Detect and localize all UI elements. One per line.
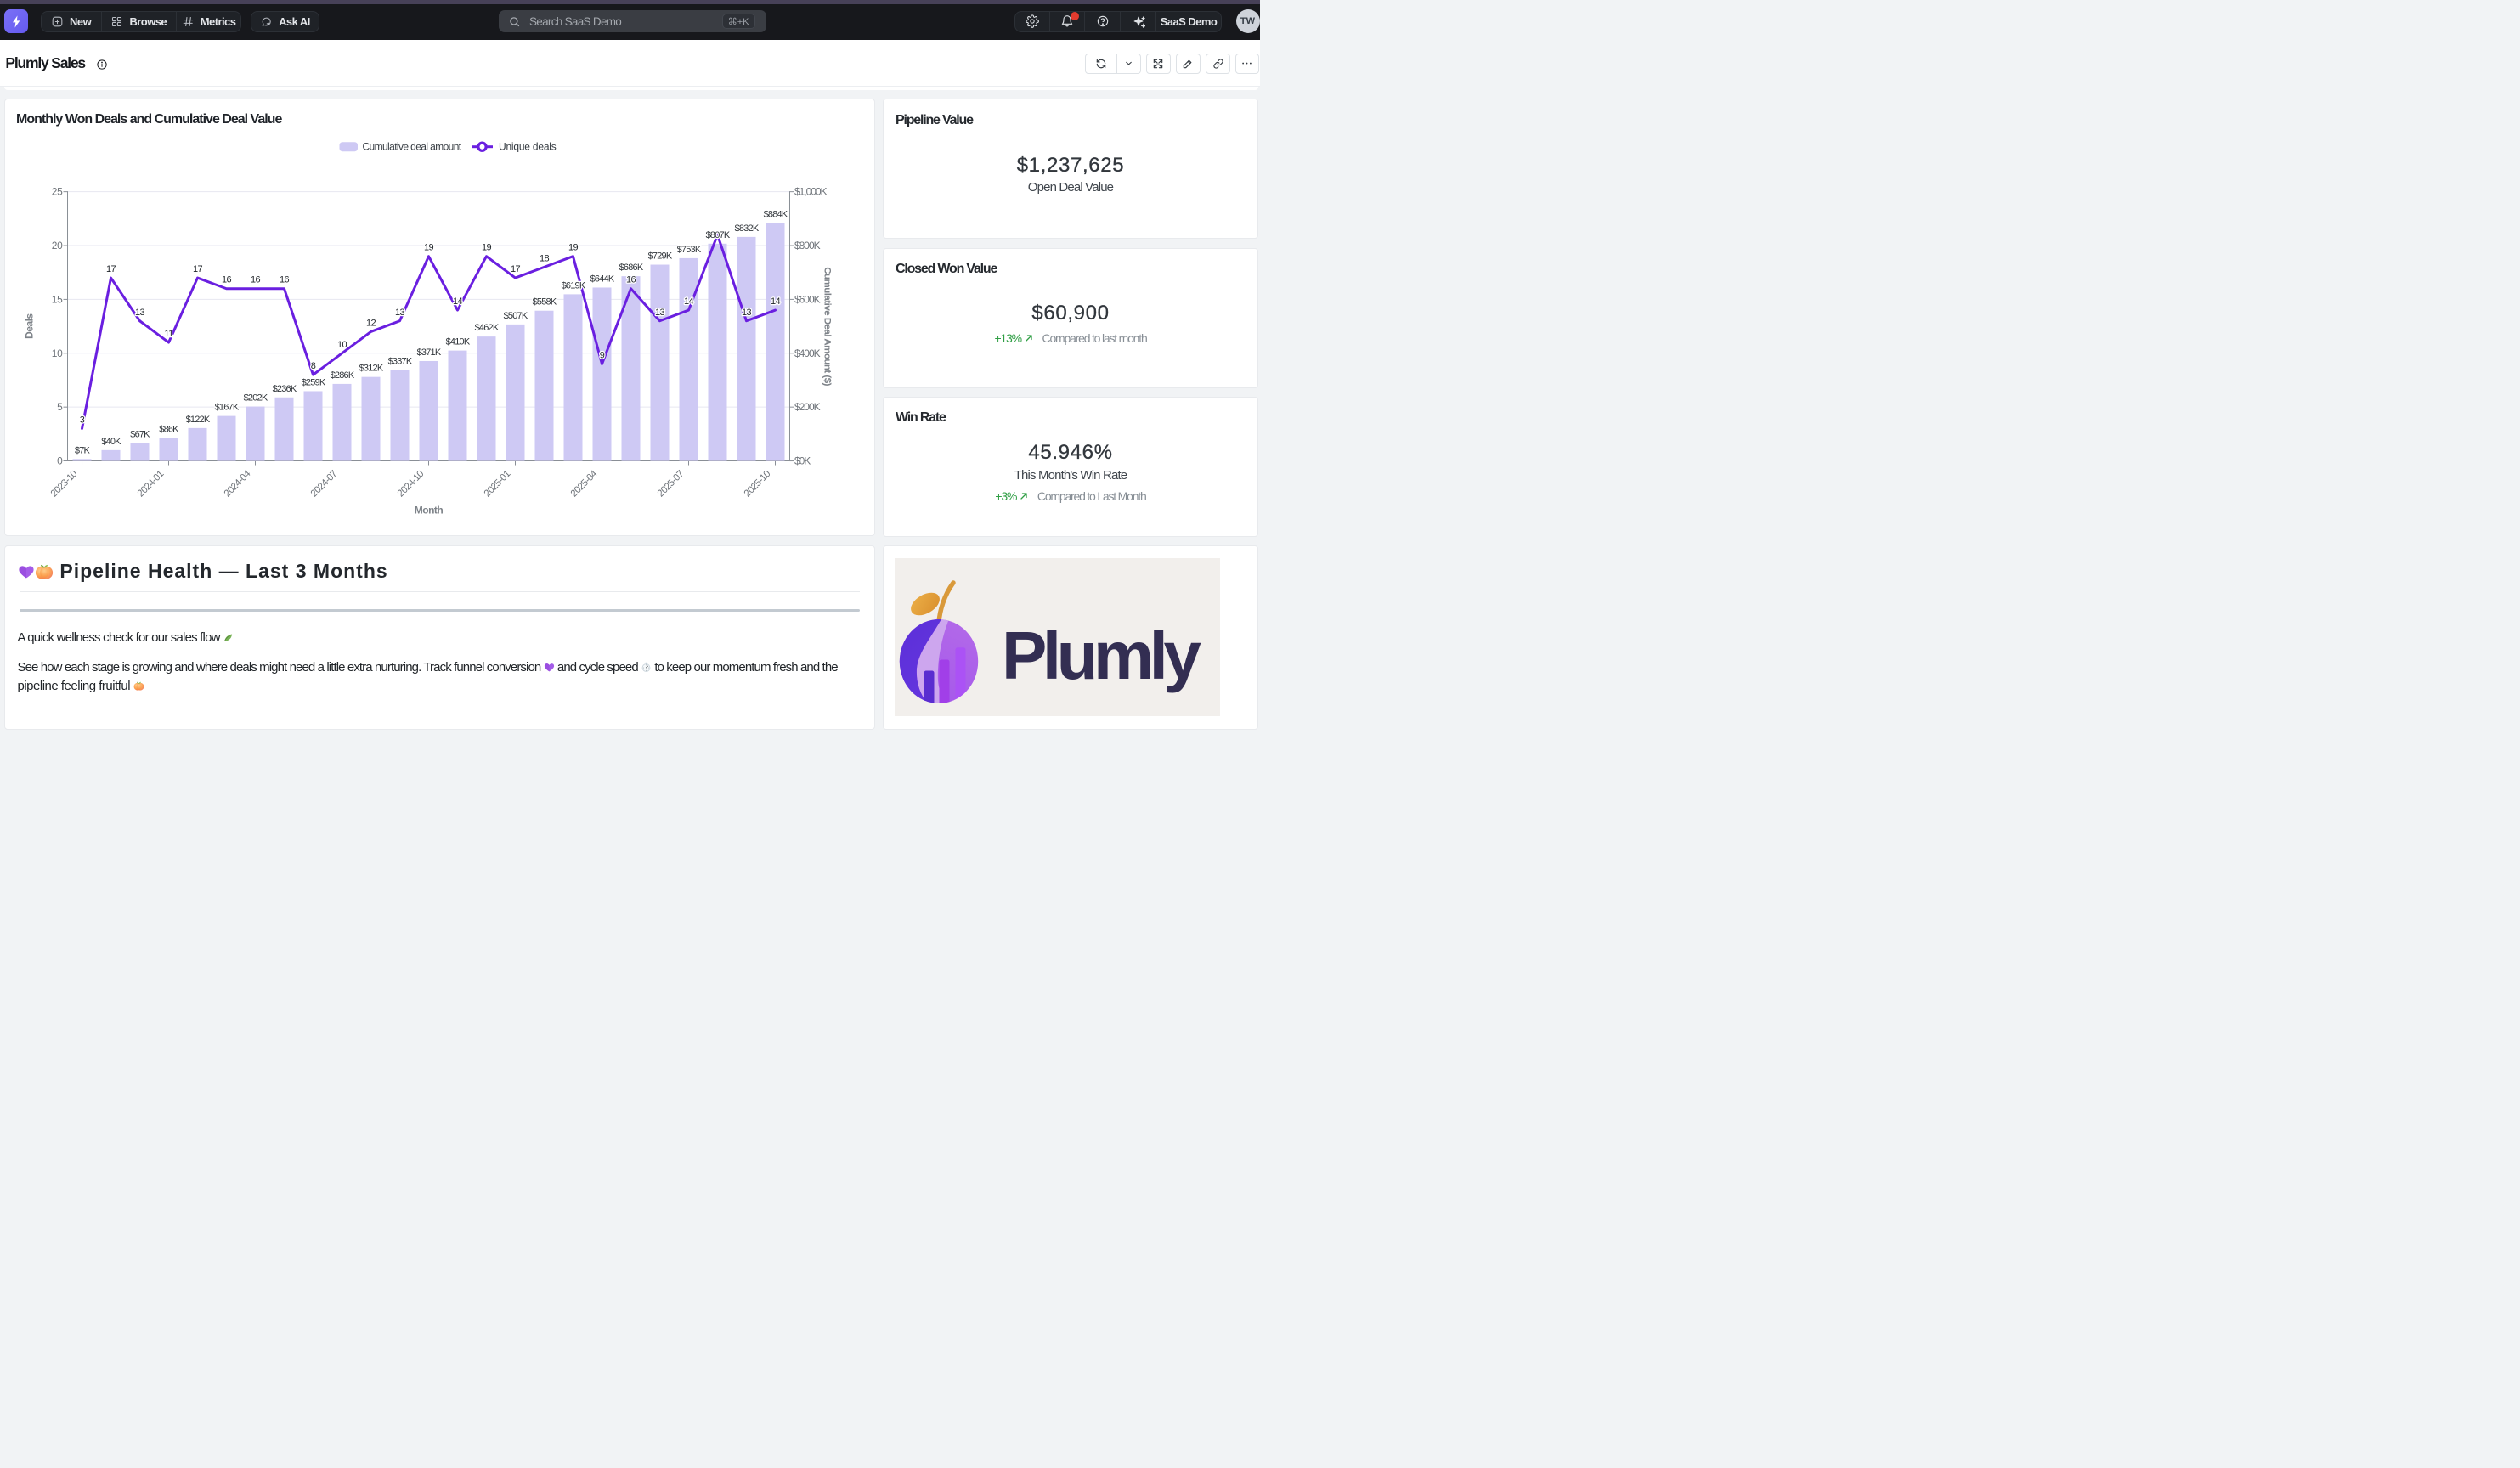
svg-text:$884K: $884K [763, 210, 788, 220]
svg-text:$729K: $729K [647, 251, 672, 262]
svg-text:18: 18 [539, 254, 549, 264]
svg-text:8: 8 [310, 361, 315, 371]
svg-text:19: 19 [481, 243, 491, 253]
svg-text:Unique deals: Unique deals [498, 141, 556, 153]
svg-text:$832K: $832K [734, 223, 759, 234]
svg-text:$1,000K: $1,000K [794, 186, 827, 198]
svg-text:Cumulative Deal Amount ($): Cumulative Deal Amount ($) [822, 268, 832, 387]
svg-text:2025-01: 2025-01 [482, 469, 511, 499]
svg-text:$619K: $619K [561, 281, 585, 291]
svg-text:2025-10: 2025-10 [742, 469, 771, 499]
svg-text:$337K: $337K [387, 357, 412, 367]
svg-text:Deals: Deals [23, 313, 35, 339]
svg-text:$686K: $686K [619, 263, 643, 274]
svg-text:16: 16 [250, 275, 260, 285]
svg-text:2024-01: 2024-01 [135, 469, 165, 499]
svg-text:$371K: $371K [416, 347, 441, 358]
svg-text:2024-10: 2024-10 [395, 469, 425, 499]
svg-text:15: 15 [51, 294, 62, 306]
svg-text:20: 20 [51, 240, 62, 251]
svg-text:19: 19 [568, 243, 578, 253]
svg-text:$753K: $753K [676, 245, 701, 255]
svg-text:19: 19 [423, 243, 433, 253]
svg-text:2025-04: 2025-04 [568, 469, 599, 500]
svg-text:16: 16 [221, 275, 231, 285]
svg-text:16: 16 [279, 275, 289, 285]
svg-text:$800K: $800K [794, 240, 820, 251]
svg-text:3: 3 [79, 415, 84, 426]
svg-text:14: 14 [770, 296, 780, 307]
svg-text:14: 14 [683, 296, 693, 307]
svg-text:Month: Month [414, 505, 443, 517]
svg-text:$600K: $600K [794, 294, 820, 306]
svg-text:$400K: $400K [794, 347, 820, 359]
svg-text:13: 13 [134, 308, 144, 318]
svg-text:Cumulative deal amount: Cumulative deal amount [362, 141, 461, 153]
svg-text:$167K: $167K [214, 403, 239, 413]
svg-text:17: 17 [105, 264, 116, 274]
svg-text:17: 17 [510, 264, 520, 274]
svg-text:$312K: $312K [359, 364, 383, 374]
svg-text:$0K: $0K [794, 455, 810, 467]
svg-text:$200K: $200K [794, 402, 820, 414]
svg-text:13: 13 [654, 308, 664, 318]
svg-text:$410K: $410K [445, 337, 470, 347]
svg-text:$807K: $807K [705, 230, 730, 240]
svg-text:$462K: $462K [474, 323, 499, 333]
svg-text:$507K: $507K [503, 311, 528, 321]
svg-text:$122K: $122K [185, 415, 210, 425]
svg-text:$259K: $259K [301, 378, 325, 388]
svg-text:$67K: $67K [130, 430, 150, 440]
svg-text:10: 10 [51, 347, 62, 359]
svg-text:$236K: $236K [272, 384, 297, 394]
svg-text:$644K: $644K [590, 274, 614, 285]
svg-text:13: 13 [741, 308, 751, 318]
svg-text:25: 25 [51, 186, 62, 198]
svg-text:$202K: $202K [243, 393, 268, 404]
svg-text:14: 14 [452, 296, 462, 307]
svg-text:12: 12 [365, 319, 376, 329]
svg-text:2024-04: 2024-04 [222, 469, 252, 500]
svg-text:$286K: $286K [330, 370, 354, 381]
svg-text:$7K: $7K [74, 446, 90, 456]
svg-text:2024-07: 2024-07 [308, 469, 338, 499]
svg-text:2023-10: 2023-10 [48, 469, 78, 499]
svg-text:2025-07: 2025-07 [655, 469, 685, 499]
svg-text:Plumly: Plumly [1002, 618, 1201, 693]
svg-text:11: 11 [164, 329, 173, 339]
svg-text:13: 13 [394, 308, 404, 318]
svg-text:16: 16 [625, 275, 636, 285]
svg-text:$558K: $558K [532, 297, 557, 308]
svg-text:10: 10 [336, 340, 347, 350]
svg-text:$86K: $86K [159, 425, 179, 435]
svg-text:0: 0 [57, 455, 63, 467]
svg-text:5: 5 [57, 402, 63, 414]
svg-text:$40K: $40K [101, 437, 121, 447]
svg-text:9: 9 [599, 351, 604, 361]
svg-text:17: 17 [192, 264, 202, 274]
